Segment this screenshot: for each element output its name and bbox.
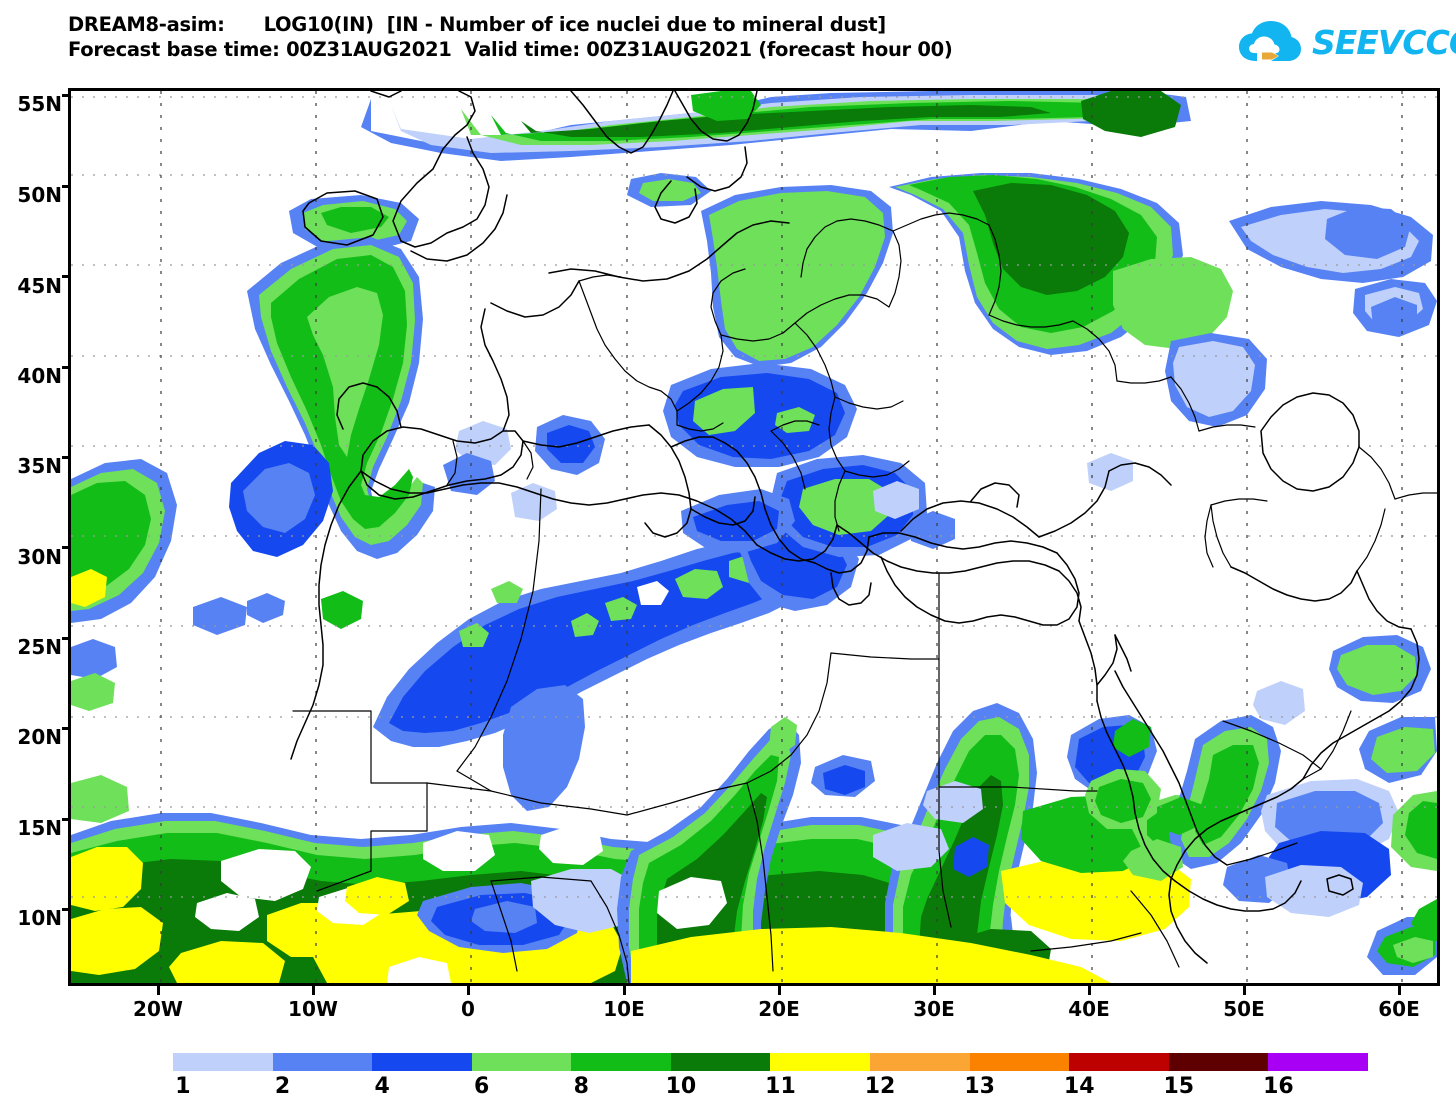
cloud-icon: [1239, 21, 1301, 61]
lat-tick-25N: [62, 637, 71, 640]
lat-label-25N: 25N: [17, 635, 62, 659]
lon-tick-50E: [1243, 986, 1246, 995]
colorbar-segment-strong-blue[interactable]: [372, 1053, 472, 1071]
lon-tick-20E: [778, 986, 781, 995]
colorbar-tick-14: 14: [1063, 1074, 1095, 1099]
lat-tick-15N: [62, 818, 71, 821]
lon-tick-0: [467, 986, 470, 995]
colorbar-segment-purple[interactable]: [1268, 1053, 1368, 1071]
title-block: DREAM8-asim: LOG10(IN) [IN - Number of i…: [68, 12, 953, 62]
colorbar-segment-medium-blue[interactable]: [272, 1053, 373, 1071]
lat-tick-20N: [62, 727, 71, 730]
title-line-1: DREAM8-asim: LOG10(IN) [IN - Number of i…: [68, 13, 886, 36]
lon-label-20E: 20E: [758, 997, 800, 1021]
lat-label-20N: 20N: [17, 725, 62, 749]
colorbar-tick-4: 4: [374, 1074, 390, 1099]
lon-label-40E: 40E: [1068, 997, 1110, 1021]
colorbar-tick-15: 15: [1163, 1074, 1195, 1099]
lat-label-45N: 45N: [17, 274, 62, 298]
lon-tick-60E: [1398, 986, 1401, 995]
lon-label-60E: 60E: [1378, 997, 1420, 1021]
colorbar-segment-maroon[interactable]: [1168, 1053, 1269, 1071]
lat-tick-45N: [62, 275, 71, 278]
map-canvas: [71, 91, 1437, 983]
lat-label-50N: 50N: [17, 183, 62, 207]
lat-tick-10N: [62, 908, 71, 911]
lat-tick-50N: [62, 185, 71, 188]
lat-label-35N: 35N: [17, 454, 62, 478]
forecast-map[interactable]: [68, 88, 1440, 986]
colorbar-tick-11: 11: [765, 1074, 796, 1099]
logo-wordmark: SEEVCCC: [1312, 23, 1456, 62]
header: DREAM8-asim: LOG10(IN) [IN - Number of i…: [0, 0, 1456, 80]
graticule-meridians: [160, 91, 1403, 983]
lon-label-10E: 10E: [603, 997, 645, 1021]
lon-label-0: 0: [461, 997, 475, 1021]
colorbar-tick-16: 16: [1263, 1074, 1294, 1099]
lat-label-55N: 55N: [17, 92, 62, 116]
contour-fill-layer: [71, 91, 1437, 983]
lon-tick-40E: [1088, 986, 1091, 995]
colorbar-segment-green[interactable]: [571, 1053, 671, 1071]
colorbar-segment-light-green[interactable]: [471, 1053, 572, 1071]
colorbar-tick-1: 1: [175, 1074, 191, 1099]
lon-label-50E: 50E: [1223, 997, 1265, 1021]
lat-tick-35N: [62, 456, 71, 459]
lat-label-15N: 15N: [17, 816, 62, 840]
coastline-layer: [290, 91, 1437, 983]
colorbar-tick-2: 2: [274, 1074, 291, 1099]
lat-tick-40N: [62, 366, 71, 369]
colorbar-tick-12: 12: [864, 1074, 896, 1099]
colorbar-tick-10: 10: [665, 1074, 697, 1099]
title-line-2: Forecast base time: 00Z31AUG2021 Valid t…: [68, 38, 953, 61]
lon-label-10W: 10W: [288, 997, 338, 1021]
lat-tick-30N: [62, 546, 71, 549]
graticule: [71, 96, 1437, 898]
lon-tick-30E: [933, 986, 936, 995]
colorbar-tick-6: 6: [474, 1074, 490, 1099]
colorbar-segment-orange[interactable]: [969, 1053, 1070, 1071]
colorbar-tick-8: 8: [573, 1074, 589, 1099]
lon-label-30E: 30E: [913, 997, 955, 1021]
lon-tick-10W: [312, 986, 315, 995]
lon-label-20W: 20W: [133, 997, 183, 1021]
lat-label-30N: 30N: [17, 545, 62, 569]
colorbar[interactable]: [173, 1053, 1368, 1071]
lat-label-10N: 10N: [17, 906, 62, 930]
colorbar-segment-pale-blue[interactable]: [173, 1053, 273, 1071]
colorbar-tick-13: 13: [964, 1074, 995, 1099]
colorbar-segment-yellow[interactable]: [770, 1053, 871, 1071]
seevccc-logo: SEEVCCC: [1238, 20, 1456, 68]
lon-tick-20W: [157, 986, 160, 995]
lat-tick-55N: [62, 94, 71, 97]
colorbar-segment-dark-green[interactable]: [670, 1053, 771, 1071]
colorbar-segment-light-orange[interactable]: [870, 1053, 970, 1071]
lon-tick-10E: [623, 986, 626, 995]
colorbar-segment-dark-red[interactable]: [1069, 1053, 1169, 1071]
lat-label-40N: 40N: [17, 364, 62, 388]
